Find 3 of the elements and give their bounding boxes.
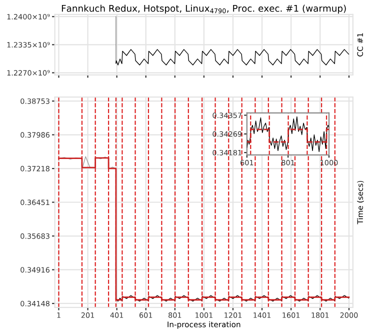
line-series: [116, 49, 350, 66]
chart-title: Fannkuch Redux, Hotspot, Linux$_{4790}$, Proc. exec. #1 (warmup): [62, 4, 346, 14]
line-series: [246, 116, 329, 152]
